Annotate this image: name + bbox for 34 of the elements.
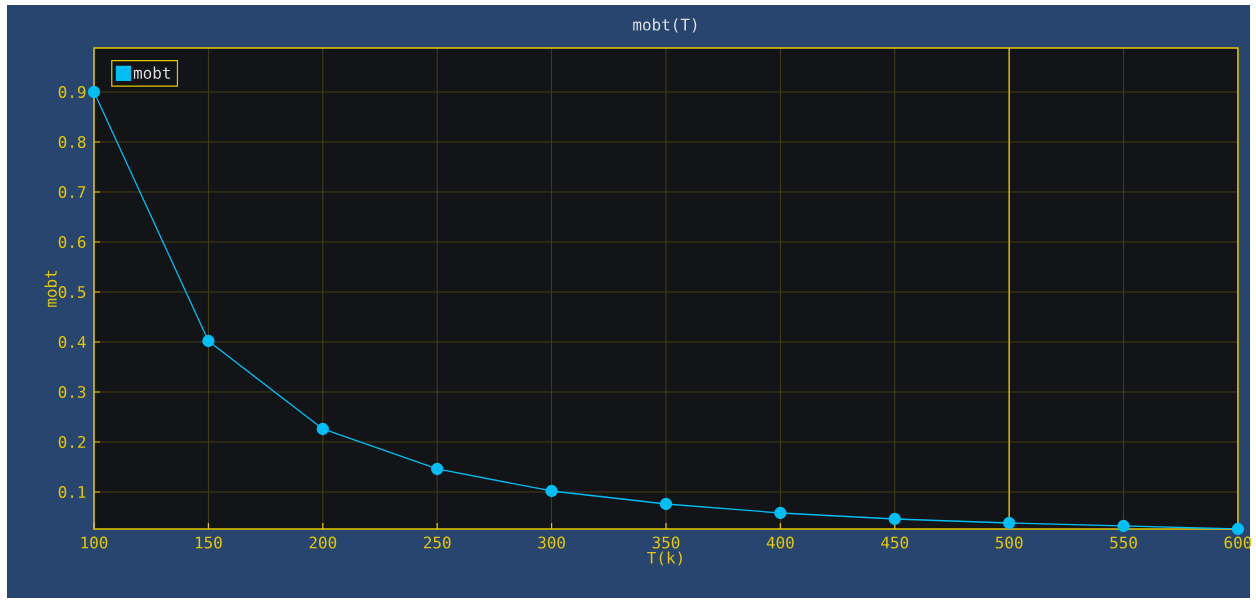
y-tick-label: 0.7 [58,185,86,198]
point [659,497,673,511]
chart-title: mobt(T) [633,18,697,33]
point [1117,519,1130,533]
y-axis-title: mobt [44,270,57,307]
y-tick-label: 0.6 [58,235,86,248]
x-tick-label: 200 [309,536,337,549]
y-tick-label: 0.8 [58,135,86,148]
x-axis-title: T(k) [647,551,682,566]
point [316,422,329,436]
y-tick-label: 0.2 [58,435,86,449]
x-tick-label: 100 [81,536,108,549]
point [545,484,558,498]
point [888,512,901,526]
point [202,334,215,348]
x-tick-label: 350 [652,536,680,549]
x-tick-label: 450 [881,536,909,549]
y-tick-label: 0.3 [58,385,86,399]
point [1003,516,1016,530]
point [431,462,444,476]
point [774,506,787,520]
y-tick-label: 0.9 [58,85,86,98]
y-tick-label: 0.5 [58,285,86,298]
x-tick-label: 500 [995,536,1023,549]
y-tick-label: 0.1 [58,485,86,499]
x-tick-label: 400 [766,536,794,549]
y-tick-label: 0.4 [58,335,86,348]
x-tick-label: 150 [195,536,222,549]
point [1231,522,1245,536]
point [87,85,101,99]
legend-label: mobt [133,66,170,79]
x-tick-label: 250 [423,536,451,549]
x-tick-label: 550 [1110,536,1137,549]
x-tick-label: 300 [538,536,565,549]
